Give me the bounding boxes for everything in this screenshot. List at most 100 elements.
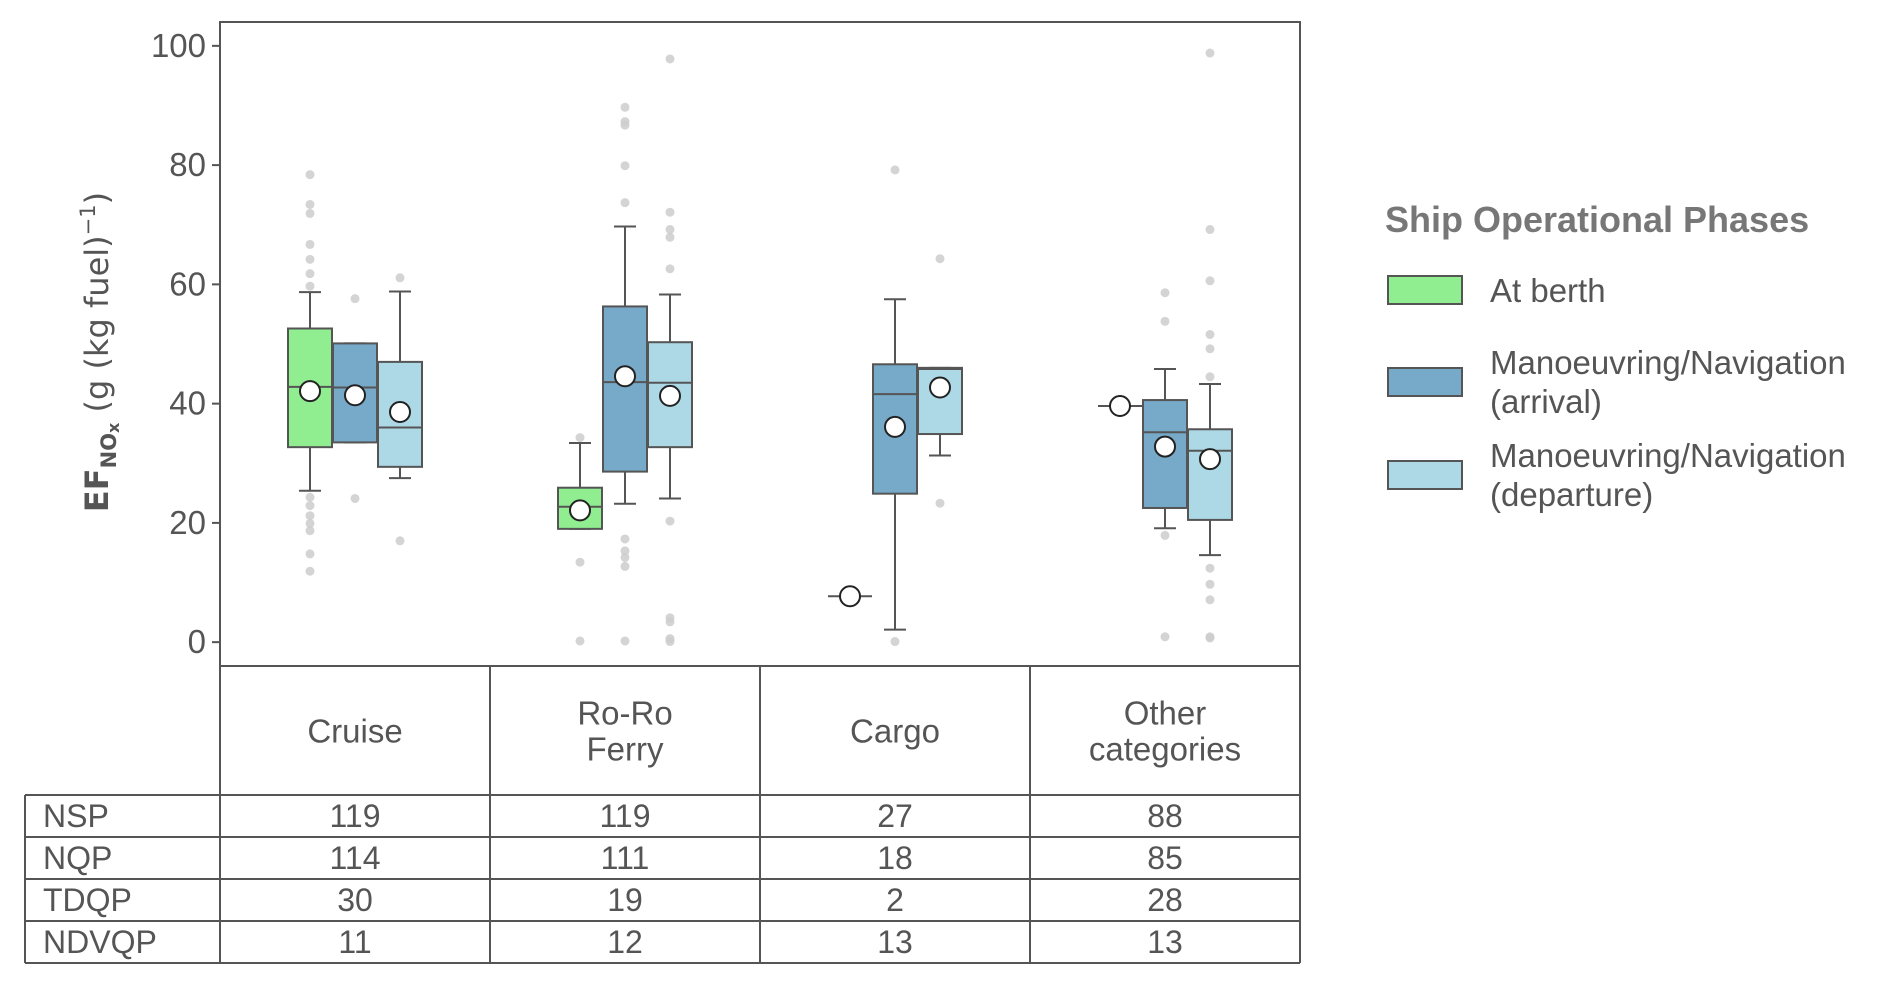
table-cell: 18 xyxy=(877,840,913,876)
category-label: Cruise xyxy=(307,713,402,750)
outlier-point xyxy=(305,170,315,180)
table-cell: 119 xyxy=(329,798,380,834)
category-label: categories xyxy=(1089,731,1241,768)
table-cell: 11 xyxy=(338,924,371,960)
y-tick-label: 100 xyxy=(151,27,206,64)
mean-marker xyxy=(299,380,321,403)
table-row-label: NDVQP xyxy=(43,924,157,960)
box-iqr xyxy=(602,305,648,473)
table-cell: 19 xyxy=(607,882,643,918)
legend-label: (departure) xyxy=(1490,476,1653,513)
y-tick-label: 80 xyxy=(169,146,206,183)
outlier-point xyxy=(620,546,630,556)
outlier-point xyxy=(620,534,630,544)
table-row-label: NSP xyxy=(43,798,109,834)
legend-swatch xyxy=(1387,367,1463,397)
outlier-point xyxy=(1205,276,1215,286)
table-cell: 119 xyxy=(599,798,650,834)
y-label-exponent: −1 xyxy=(76,204,100,235)
legend-label: (arrival) xyxy=(1490,383,1602,420)
mean-marker xyxy=(344,384,366,407)
y-tick-label: 40 xyxy=(169,385,206,422)
outlier-point xyxy=(1205,48,1215,58)
box-iqr xyxy=(917,366,963,436)
outlier-point xyxy=(890,637,900,647)
outlier-point xyxy=(1205,633,1215,643)
outlier-point xyxy=(350,294,360,304)
table-cell: 2 xyxy=(886,882,904,918)
outlier-point xyxy=(305,518,315,528)
mean-marker xyxy=(1199,448,1221,471)
table-cell: 114 xyxy=(329,840,380,876)
outlier-point xyxy=(305,208,315,218)
outlier-point xyxy=(305,254,315,264)
outlier-point xyxy=(575,557,585,567)
y-axis-label: EFNOx (g (kg fuel)−1) xyxy=(76,192,123,512)
table-cell: 85 xyxy=(1147,840,1183,876)
outlier-point xyxy=(1205,329,1215,339)
table-cell: 13 xyxy=(877,924,913,960)
outlier-point xyxy=(935,254,945,264)
category-label: Ferry xyxy=(587,731,664,768)
outlier-point xyxy=(1160,530,1170,540)
y-label-no: NO xyxy=(97,433,121,468)
mean-marker xyxy=(569,499,591,522)
table-cell: 88 xyxy=(1147,798,1183,834)
outlier-point xyxy=(935,498,945,508)
outlier-point xyxy=(620,198,630,208)
table-cell: 111 xyxy=(601,840,650,876)
outlier-point xyxy=(305,501,315,511)
outlier-point xyxy=(305,526,315,536)
mean-marker xyxy=(1154,435,1176,458)
outlier-point xyxy=(1205,563,1215,573)
outlier-point xyxy=(620,102,630,112)
y-tick-label: 20 xyxy=(169,504,206,541)
category-label: Cargo xyxy=(850,713,940,750)
outlier-point xyxy=(620,636,630,646)
y-label-ef: EF xyxy=(78,468,116,512)
outlier-point xyxy=(305,566,315,576)
table-cell: 30 xyxy=(337,882,373,918)
outlier-point xyxy=(665,637,675,647)
outlier-point xyxy=(305,239,315,249)
table-row-label: NQP xyxy=(43,840,112,876)
outlier-point xyxy=(665,264,675,274)
y-label-x: x xyxy=(104,422,123,433)
mean-marker xyxy=(614,365,636,388)
mean-marker xyxy=(389,400,411,423)
mean-marker xyxy=(659,384,681,407)
legend-label: Manoeuvring/Navigation xyxy=(1490,437,1846,474)
outlier-point xyxy=(890,165,900,175)
category-label: Other xyxy=(1124,695,1207,732)
legend-label: Manoeuvring/Navigation xyxy=(1490,344,1846,381)
outlier-point xyxy=(665,617,675,627)
table-cell: 27 xyxy=(877,798,913,834)
outlier-point xyxy=(1205,579,1215,589)
mean-marker xyxy=(929,376,951,399)
outlier-point xyxy=(665,54,675,64)
legend-swatch xyxy=(1387,460,1463,490)
outlier-point xyxy=(1205,372,1215,382)
outlier-point xyxy=(305,511,315,521)
box-iqr xyxy=(1187,428,1233,521)
outlier-point xyxy=(620,552,630,562)
category-label: Ro-Ro xyxy=(577,695,672,732)
outlier-point xyxy=(665,232,675,242)
plot-area: 0 20 40 60 80 100 xyxy=(151,21,1301,667)
outlier-point xyxy=(620,561,630,571)
outlier-point xyxy=(665,516,675,526)
outlier-point xyxy=(305,492,315,502)
outlier-point xyxy=(1205,344,1215,354)
outlier-point xyxy=(1160,288,1170,298)
legend-title: Ship Operational Phases xyxy=(1385,199,1809,240)
mean-marker xyxy=(839,585,861,608)
outlier-point xyxy=(1160,632,1170,642)
mean-marker xyxy=(1109,395,1131,418)
outlier-point xyxy=(1205,595,1215,605)
table-row-label: TDQP xyxy=(43,882,132,918)
y-tick-label: 60 xyxy=(169,265,206,302)
legend-swatch xyxy=(1387,275,1463,305)
outlier-point xyxy=(305,199,315,209)
